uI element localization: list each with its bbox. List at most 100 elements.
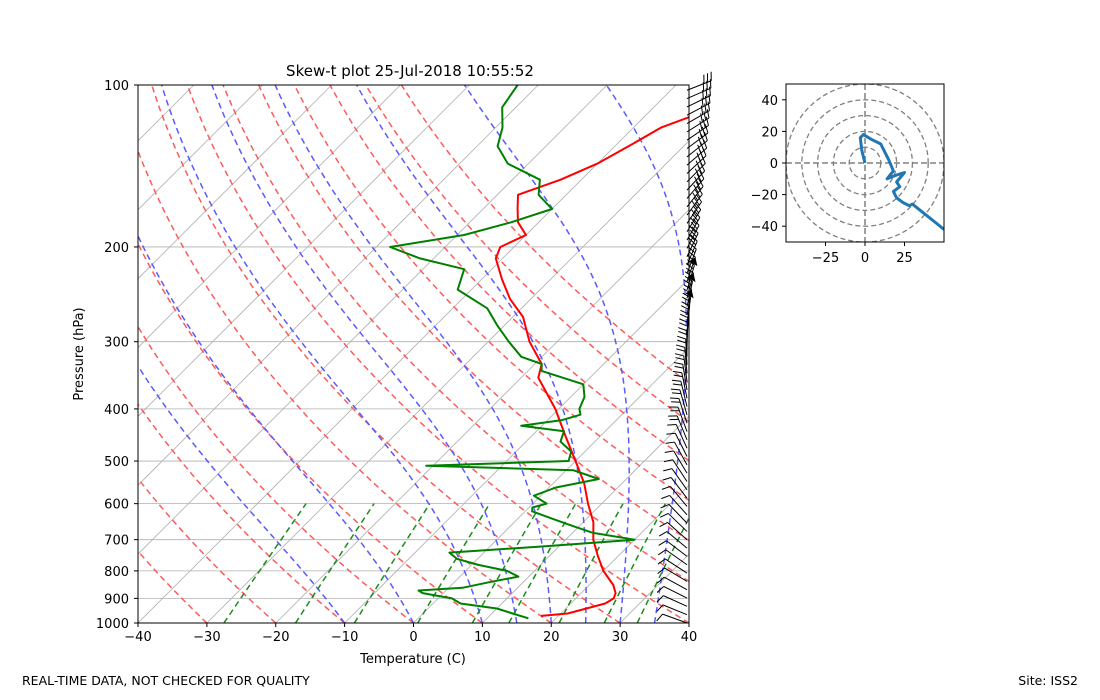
isotherm--80 — [138, 85, 401, 349]
isotherm--100 — [138, 85, 264, 211]
wind-barb-staff — [686, 186, 704, 208]
wind-barb-pennant — [689, 257, 698, 267]
wind-barb-feather — [675, 357, 685, 361]
wind-barb-feather — [670, 388, 680, 391]
wind-barb-staff — [663, 576, 688, 591]
wind-barb-staff — [686, 163, 706, 183]
x-axis-label: Temperature (C) — [359, 652, 466, 667]
wind-barb-feather — [666, 432, 676, 435]
moist-adiabat — [688, 619, 689, 623]
dry-adiabat — [400, 85, 689, 385]
hodograph: −25 0 25 −40 −20 0 20 40 — [751, 83, 945, 266]
wind-barb — [676, 335, 688, 365]
wind-barb-feather — [702, 118, 706, 128]
wind-barb-feather — [671, 392, 682, 395]
wind-barb-feather — [679, 322, 688, 327]
wind-barb — [686, 124, 709, 149]
wind-barb-feather — [656, 604, 664, 612]
dry-adiabat — [138, 149, 552, 623]
wind-barb-feather — [672, 370, 682, 374]
wind-barb-feather — [694, 168, 700, 177]
wind-barb-staff — [664, 567, 688, 582]
wind-barb-feather — [708, 94, 711, 104]
wind-barb-staff — [685, 338, 688, 365]
wind-barb-feather — [689, 217, 697, 225]
wind-barb-feather — [699, 121, 703, 131]
wind-barb — [665, 441, 688, 466]
moist-adiabat — [274, 85, 553, 623]
wind-barb-feather — [704, 124, 709, 134]
wind-barb-feather — [658, 540, 667, 546]
wind-barb — [661, 485, 688, 507]
wind-barb-feather — [657, 567, 665, 575]
wind-barb-feather — [659, 512, 669, 518]
y-tick-label: 500 — [104, 455, 129, 470]
wind-barb-feather — [694, 176, 700, 185]
wind-barb — [686, 71, 712, 91]
hodograph-y-tick-label: 40 — [761, 94, 778, 109]
wind-barb-feather — [695, 160, 701, 170]
wind-barb — [662, 477, 688, 499]
wind-barb-staff — [686, 170, 705, 191]
isotherm--60 — [138, 85, 539, 486]
wind-barb-feather — [701, 126, 706, 136]
wind-barb-feather — [676, 335, 686, 340]
isotherm--50 — [138, 85, 608, 555]
hodograph-x-tick-label: 0 — [861, 251, 869, 266]
wind-barb-staff — [686, 102, 711, 116]
wind-barb-feather — [656, 595, 664, 603]
wind-barb — [658, 549, 688, 566]
wind-barb — [686, 131, 708, 158]
wind-barb-staff — [668, 504, 688, 524]
wind-barb — [659, 522, 688, 541]
wind-barb-feather — [665, 441, 675, 444]
wind-barb-staff — [677, 406, 688, 432]
wind-barb-staff — [683, 355, 688, 382]
wind-barb-feather — [698, 128, 703, 138]
wind-barb — [657, 558, 688, 574]
wind-barb — [659, 512, 688, 532]
dry-adiabat — [222, 85, 689, 583]
wind-barb-feather — [678, 330, 687, 335]
wind-barb-staff — [686, 155, 707, 174]
wind-barb — [666, 432, 688, 457]
wind-barb-feather — [676, 348, 686, 352]
wind-barb-feather — [706, 109, 710, 119]
wind-barb-staff — [686, 147, 707, 166]
wind-barb-feather — [661, 485, 671, 490]
dry-adiabat — [365, 85, 689, 423]
hodograph-ticks: −25 0 25 −40 −20 0 20 40 — [751, 94, 913, 266]
wind-barb-staff — [671, 468, 688, 491]
wind-barb-feather — [691, 226, 699, 234]
wind-barb-staff — [670, 486, 688, 507]
chart-title: Skew-t plot 25-Jul-2018 10:55:52 — [286, 62, 534, 80]
wind-barb-staff — [674, 441, 688, 466]
wind-barb-feather — [661, 494, 670, 500]
x-tick-label: −30 — [193, 630, 220, 645]
y-tick-label: 900 — [104, 592, 129, 607]
wind-barb-staff — [678, 398, 688, 424]
moist-adiabat — [160, 85, 484, 623]
wind-barb-feather — [689, 229, 697, 238]
dry-adiabat — [329, 85, 689, 462]
wind-barb — [669, 397, 688, 424]
wind-barb-staff — [664, 558, 688, 574]
wind-barb-staff — [686, 140, 708, 158]
wind-barb-feather — [689, 242, 697, 250]
x-tick-label: −10 — [331, 630, 358, 645]
dry-adiabat — [258, 85, 689, 542]
wind-barb-staff — [686, 264, 695, 291]
wind-barb — [657, 567, 688, 582]
wind-barb — [672, 370, 688, 399]
wind-barb-staff — [669, 495, 688, 516]
wind-barb-staff — [686, 178, 705, 199]
wind-barb-feather — [663, 468, 673, 472]
wind-barb — [663, 459, 688, 482]
mixing-ratio-line — [223, 503, 307, 623]
wind-barb-feather — [697, 136, 702, 146]
wind-barb-feather — [673, 374, 683, 378]
dry-adiabats — [138, 85, 689, 623]
wind-barb-staff — [663, 585, 688, 599]
wind-barb-staff — [672, 459, 688, 482]
x-tick-label: −40 — [124, 630, 151, 645]
